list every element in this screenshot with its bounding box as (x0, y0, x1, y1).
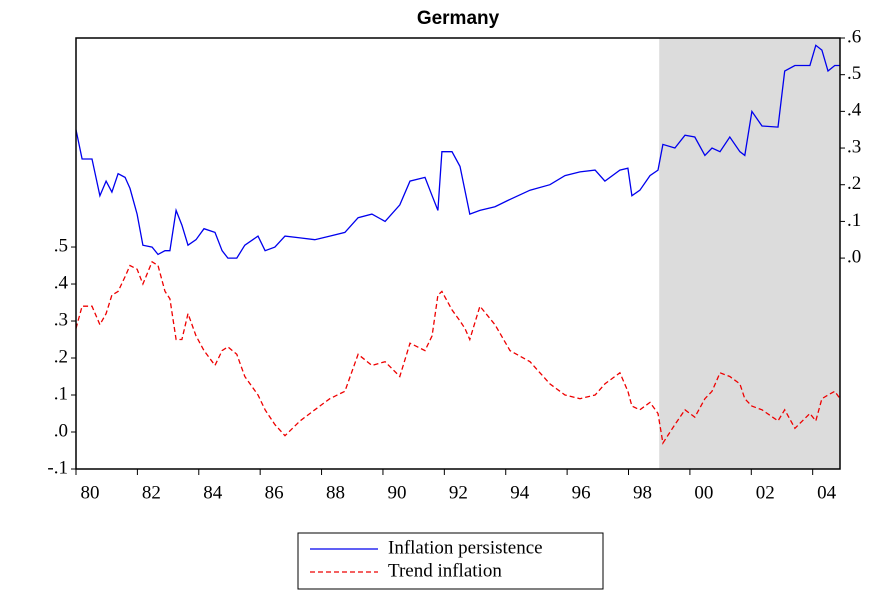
legend-label: Inflation persistence (388, 537, 543, 558)
y-tick-label: .3 (54, 309, 68, 330)
x-tick-label: 80 (81, 482, 100, 503)
y2-tick-label: .4 (847, 100, 862, 121)
chart-title: Germany (417, 8, 500, 29)
y-tick-label: -.1 (47, 457, 68, 478)
y-tick-label: .1 (54, 383, 68, 404)
x-tick-label: 98 (633, 482, 652, 503)
x-tick-label: 88 (326, 482, 345, 503)
x-tick-label: 00 (694, 482, 713, 503)
y2-tick-label: .2 (847, 173, 861, 194)
x-tick-label: 02 (756, 482, 775, 503)
legend (297, 532, 604, 590)
y-tick-label: .5 (54, 235, 68, 256)
x-tick-label: 82 (142, 482, 161, 503)
x-tick-label: 86 (265, 482, 284, 503)
legend-label: Trend inflation (388, 560, 502, 581)
y-tick-label: .2 (54, 346, 68, 367)
x-tick-label: 96 (572, 482, 591, 503)
y2-tick-label: .5 (847, 63, 861, 84)
x-tick-label: 84 (203, 482, 223, 503)
y2-tick-label: .1 (847, 210, 861, 231)
x-tick-label: 92 (449, 482, 468, 503)
series-line (75, 260, 841, 445)
y2-tick-label: .6 (847, 26, 861, 47)
x-tick-label: 94 (510, 482, 530, 503)
y-tick-label: .0 (54, 420, 68, 441)
y-tick-label: .4 (54, 272, 69, 293)
x-tick-label: 90 (387, 482, 406, 503)
y2-tick-label: .0 (847, 246, 861, 267)
y2-tick-label: .3 (847, 136, 861, 157)
series-line (75, 44, 840, 259)
shaded-region (659, 38, 840, 469)
plot-frame (75, 37, 841, 470)
x-tick-label: 04 (817, 482, 837, 503)
